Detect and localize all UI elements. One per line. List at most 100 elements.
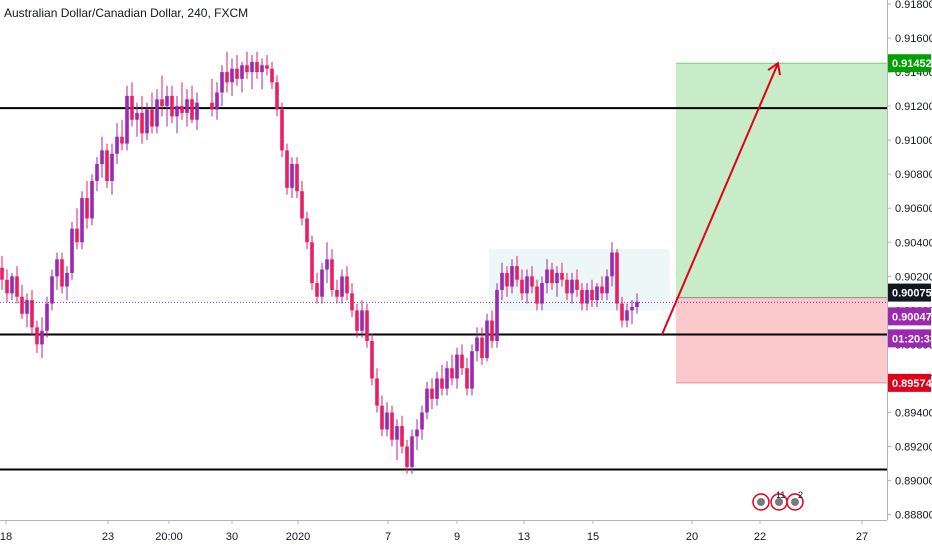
candle-body [340, 276, 344, 297]
candle-body [235, 68, 239, 79]
candle-body [360, 310, 364, 331]
candle-body [460, 354, 464, 369]
candle-body [355, 310, 359, 331]
candle-body [405, 446, 409, 467]
candle-body [495, 289, 499, 341]
take-profit-zone [676, 63, 887, 298]
y-tick-label: 0.91800 [895, 0, 932, 11]
candle-body [195, 102, 199, 120]
svg-text:0.91452: 0.91452 [892, 58, 932, 70]
candle-body [385, 412, 389, 430]
x-tick-label: 20 [686, 531, 698, 543]
candle-body [570, 279, 574, 294]
candle-body [580, 289, 584, 304]
candle-body [125, 95, 129, 144]
candle-body [310, 242, 314, 284]
candle-body [270, 68, 274, 83]
x-tick-label: 20:00 [155, 531, 183, 543]
candle-body [370, 340, 374, 379]
y-tick-label: 0.90600 [895, 203, 932, 215]
candle-body [160, 99, 164, 107]
candle-body [10, 276, 14, 294]
event-markers[interactable]: 11 2 [752, 490, 812, 512]
price-tags: 0.91452 0.90075 0.90047 01:20:33 0.89574 [888, 54, 932, 392]
svg-text:01:20:33: 01:20:33 [892, 333, 932, 345]
candle-body [15, 276, 19, 297]
candle-body [85, 198, 89, 219]
candle-body [515, 266, 519, 280]
candle-body [390, 412, 394, 440]
candle-body [445, 368, 449, 389]
x-tick-label: 22 [754, 531, 766, 543]
candle-body [275, 82, 279, 110]
candle-body [560, 272, 564, 280]
candle-body [225, 72, 229, 83]
candle-body [260, 65, 264, 73]
y-tick-label: 0.91600 [895, 33, 932, 45]
candle-body [250, 61, 254, 73]
candle-body [450, 368, 454, 379]
svg-text:0.89574: 0.89574 [892, 378, 932, 390]
candle-body [510, 266, 514, 287]
candle-body [100, 150, 104, 164]
x-tick-label: 2020 [286, 531, 310, 543]
candlestick-series [0, 51, 639, 474]
candle-body [345, 276, 349, 294]
candle-body [435, 378, 439, 399]
candle-body [130, 95, 134, 120]
countdown-tag: 01:20:33 [888, 329, 932, 348]
candle-body [525, 276, 529, 294]
candle-body [75, 228, 79, 243]
candle-body [615, 252, 619, 304]
candle-body [610, 252, 614, 277]
candle-body [290, 163, 294, 188]
candle-body [330, 259, 334, 290]
candle-body [420, 412, 424, 430]
candle-body [70, 228, 74, 273]
candle-body [30, 300, 34, 328]
x-tick-label: 23 [102, 531, 114, 543]
candle-body [530, 276, 534, 287]
last-price-tag: 0.90047 [888, 307, 932, 326]
candle-body [635, 301, 639, 307]
candle-body [185, 99, 189, 113]
price-axis[interactable]: 0.918000.916000.914000.912000.910000.908… [887, 0, 932, 550]
candle-body [375, 378, 379, 406]
candle-body [625, 310, 629, 321]
candle-body [50, 276, 54, 304]
candle-body [365, 310, 369, 341]
candle-body [550, 269, 554, 284]
candle-body [40, 330, 44, 345]
candle-body [140, 112, 144, 134]
candle-body [595, 286, 599, 301]
candle-body [230, 68, 234, 83]
range-box-rect [489, 249, 670, 311]
candle-body [400, 426, 404, 447]
candle-body [95, 163, 99, 182]
candle-body [395, 426, 399, 440]
candle-body [285, 150, 289, 188]
candle-body [215, 92, 219, 110]
candle-body [470, 351, 474, 389]
candle-body [575, 279, 579, 290]
x-tick-label: 7 [385, 531, 391, 543]
stop-loss-tag: 0.89574 [888, 373, 932, 392]
candle-body [0, 267, 4, 280]
entry-tag: 0.90075 [888, 283, 932, 302]
candle-body [455, 354, 459, 379]
candle-body [490, 320, 494, 341]
candle-body [505, 272, 509, 287]
candle-body [500, 272, 504, 290]
y-tick-label: 0.89400 [895, 407, 932, 419]
candle-body [540, 283, 544, 304]
candle-body [465, 368, 469, 389]
candle-body [440, 378, 444, 389]
candle-body [255, 61, 259, 73]
y-tick-label: 0.90400 [895, 237, 932, 249]
x-tick-label: 18 [0, 531, 12, 543]
candle-body [5, 279, 9, 294]
candle-body [155, 99, 159, 127]
candle-body [475, 337, 479, 352]
time-axis[interactable]: 18 23 20:00 30 2020 7 9 13 15 20 22 27 [0, 520, 932, 550]
